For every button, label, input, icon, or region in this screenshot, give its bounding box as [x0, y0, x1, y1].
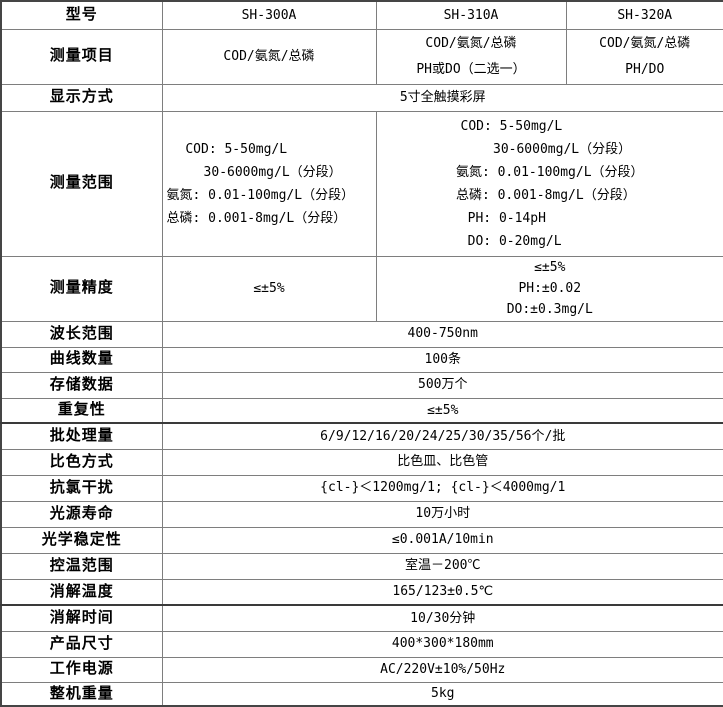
display-row-label: 显示方式	[1, 84, 162, 111]
range-merged-ph: PH: 0-14pH	[456, 207, 644, 230]
row-lamp-life: 光源寿命 10万小时	[1, 501, 723, 527]
row-range: 测量范围 COD: 5-50mg/L 30-6000mg/L（分段） 氨氮: 0…	[1, 111, 723, 256]
row-items: 测量项目 COD/氨氮/总磷 COD/氨氮/总磷 PH或DO（二选一） COD/…	[1, 29, 723, 84]
colorimetry-label: 比色方式	[1, 449, 162, 475]
dimensions-label: 产品尺寸	[1, 631, 162, 657]
items-sh320a-line1: COD/氨氮/总磷	[567, 31, 723, 57]
weight-label: 整机重量	[1, 682, 162, 706]
row-dimensions: 产品尺寸 400*300*180mm	[1, 631, 723, 657]
model-sh300a: SH-300A	[162, 1, 376, 29]
batch-label: 批处理量	[1, 423, 162, 449]
row-display: 显示方式 5寸全触摸彩屏	[1, 84, 723, 111]
row-chloride: 抗氯干扰 {cl-}＜1200mg/1; {cl-}＜4000mg/1	[1, 475, 723, 501]
digestion-time-label: 消解时间	[1, 605, 162, 631]
model-sh320a: SH-320A	[566, 1, 723, 29]
curve-count-label: 曲线数量	[1, 347, 162, 372]
chloride-label: 抗氯干扰	[1, 475, 162, 501]
row-batch: 批处理量 6/9/12/16/20/24/25/30/35/56个/批	[1, 423, 723, 449]
items-sh300a: COD/氨氮/总磷	[162, 29, 376, 84]
storage-label: 存储数据	[1, 372, 162, 398]
row-model: 型号 SH-300A SH-310A SH-320A	[1, 1, 723, 29]
wavelength-value: 400-750nm	[162, 321, 723, 347]
row-accuracy: 测量精度 ≤±5% ≤±5% PH:±0.02 DO:±0.3mg/L	[1, 256, 723, 321]
row-temp-control: 控温范围 室温－200℃	[1, 553, 723, 579]
range-merged-block: COD: 5-50mg/L 30-6000mg/L（分段） 氨氮: 0.01-1…	[456, 115, 644, 253]
row-digestion-temp: 消解温度 165/123±0.5℃	[1, 579, 723, 605]
chloride-value: {cl-}＜1200mg/1; {cl-}＜4000mg/1	[162, 475, 723, 501]
range-sh300a: COD: 5-50mg/L 30-6000mg/L（分段） 氨氮: 0.01-1…	[162, 111, 376, 256]
wavelength-label: 波长范围	[1, 321, 162, 347]
range-sh300a-tp: 总磷: 0.001-8mg/L（分段）	[167, 207, 376, 230]
batch-value: 6/9/12/16/20/24/25/30/35/56个/批	[162, 423, 723, 449]
colorimetry-value: 比色皿、比色管	[162, 449, 723, 475]
row-colorimetry: 比色方式 比色皿、比色管	[1, 449, 723, 475]
items-sh310a-line2: PH或DO（二选一）	[377, 57, 566, 83]
row-repeatability: 重复性 ≤±5%	[1, 398, 723, 423]
range-merged-do: DO: 0-20mg/L	[456, 230, 644, 253]
digestion-time-value: 10/30分钟	[162, 605, 723, 631]
row-weight: 整机重量 5kg	[1, 682, 723, 706]
digestion-temp-label: 消解温度	[1, 579, 162, 605]
items-sh310a-line1: COD/氨氮/总磷	[377, 31, 566, 57]
range-merged-tp: 总磷: 0.001-8mg/L（分段）	[456, 184, 644, 207]
range-merged-cod: COD: 5-50mg/L	[456, 115, 644, 138]
range-sh300a-nh3: 氨氮: 0.01-100mg/L（分段）	[167, 184, 376, 207]
optical-stability-value: ≤0.001A/10min	[162, 527, 723, 553]
range-sh310a-sh320a: COD: 5-50mg/L 30-6000mg/L（分段） 氨氮: 0.01-1…	[376, 111, 723, 256]
range-row-label: 测量范围	[1, 111, 162, 256]
digestion-temp-value: 165/123±0.5℃	[162, 579, 723, 605]
repeatability-label: 重复性	[1, 398, 162, 423]
dimensions-value: 400*300*180mm	[162, 631, 723, 657]
accuracy-sh310a-sh320a: ≤±5% PH:±0.02 DO:±0.3mg/L	[376, 256, 723, 321]
model-row-label: 型号	[1, 1, 162, 29]
row-digestion-time: 消解时间 10/30分钟	[1, 605, 723, 631]
temp-control-value: 室温－200℃	[162, 553, 723, 579]
items-sh320a-line2: PH/DO	[567, 57, 723, 83]
items-sh310a: COD/氨氮/总磷 PH或DO（二选一）	[376, 29, 566, 84]
range-sh300a-cod: COD: 5-50mg/L	[167, 138, 376, 161]
accuracy-merged-line1: ≤±5%	[377, 257, 723, 278]
row-storage: 存储数据 500万个	[1, 372, 723, 398]
curve-count-value: 100条	[162, 347, 723, 372]
accuracy-merged-do: DO:±0.3mg/L	[377, 299, 723, 320]
row-power: 工作电源 AC/220V±10%/50Hz	[1, 657, 723, 682]
range-merged-nh3: 氨氮: 0.01-100mg/L（分段）	[456, 161, 644, 184]
repeatability-value: ≤±5%	[162, 398, 723, 423]
row-optical-stability: 光学稳定性 ≤0.001A/10min	[1, 527, 723, 553]
display-value: 5寸全触摸彩屏	[162, 84, 723, 111]
accuracy-row-label: 测量精度	[1, 256, 162, 321]
lamp-life-value: 10万小时	[162, 501, 723, 527]
range-sh300a-cod2: 30-6000mg/L（分段）	[167, 161, 376, 184]
weight-value: 5kg	[162, 682, 723, 706]
optical-stability-label: 光学稳定性	[1, 527, 162, 553]
temp-control-label: 控温范围	[1, 553, 162, 579]
items-row-label: 测量项目	[1, 29, 162, 84]
accuracy-merged-ph: PH:±0.02	[377, 278, 723, 299]
power-label: 工作电源	[1, 657, 162, 682]
range-merged-cod2: 30-6000mg/L（分段）	[456, 138, 644, 161]
items-sh320a: COD/氨氮/总磷 PH/DO	[566, 29, 723, 84]
row-curve-count: 曲线数量 100条	[1, 347, 723, 372]
row-wavelength: 波长范围 400-750nm	[1, 321, 723, 347]
accuracy-sh300a: ≤±5%	[162, 256, 376, 321]
power-value: AC/220V±10%/50Hz	[162, 657, 723, 682]
lamp-life-label: 光源寿命	[1, 501, 162, 527]
storage-value: 500万个	[162, 372, 723, 398]
model-sh310a: SH-310A	[376, 1, 566, 29]
